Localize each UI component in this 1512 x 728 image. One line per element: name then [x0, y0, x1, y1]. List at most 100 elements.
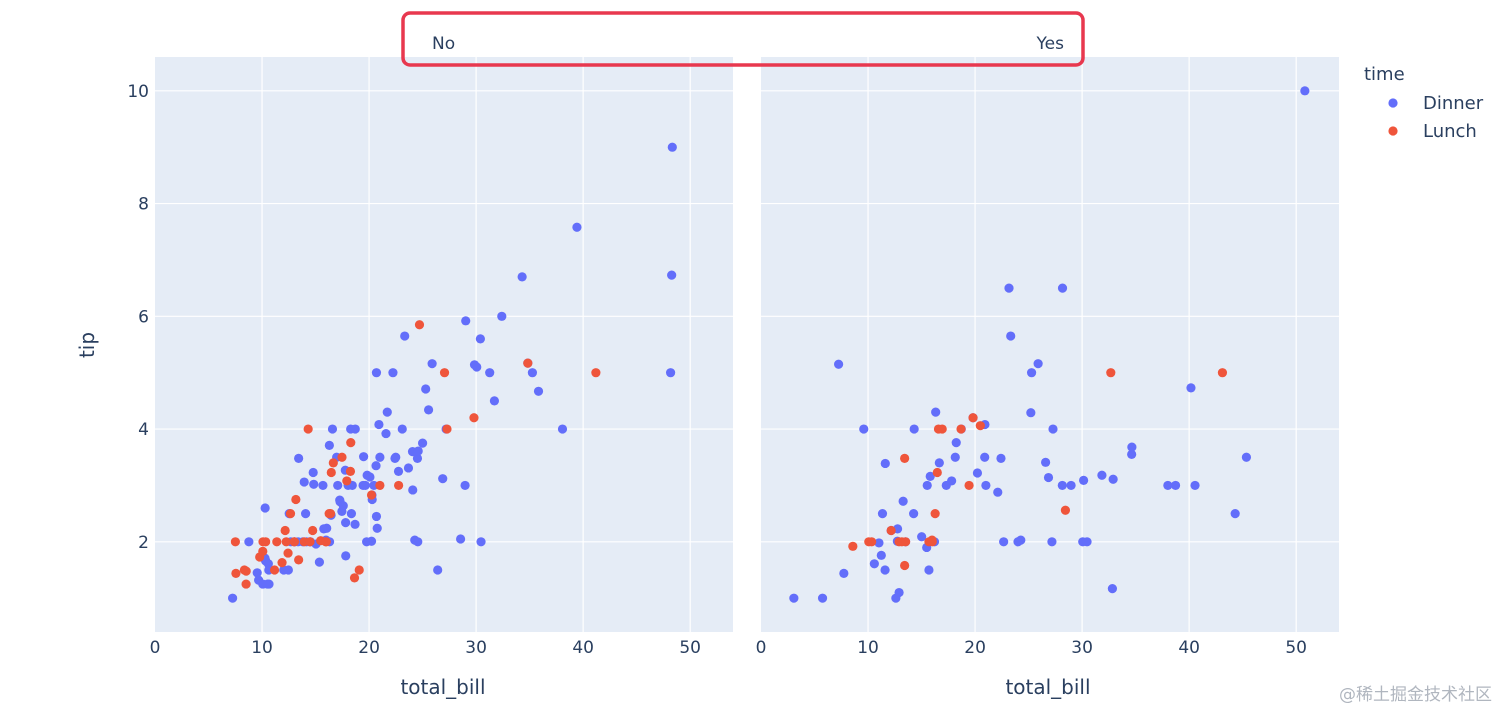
- data-point: [372, 523, 382, 533]
- data-point: [365, 472, 375, 482]
- data-point: [371, 368, 382, 378]
- plot-background: [761, 57, 1339, 632]
- data-point: [1026, 408, 1036, 418]
- data-point: [1043, 472, 1054, 483]
- data-point: [956, 424, 966, 434]
- x-axis-title-right: total_bill: [1005, 675, 1090, 699]
- data-point: [324, 440, 334, 451]
- data-point: [321, 537, 331, 547]
- data-point: [413, 446, 423, 456]
- data-point: [1217, 368, 1228, 378]
- data-point: [301, 509, 311, 519]
- data-point: [291, 494, 301, 505]
- data-point: [382, 407, 392, 417]
- data-point: [346, 509, 357, 519]
- data-point: [909, 424, 919, 434]
- data-point: [349, 573, 360, 583]
- panel-yes: 0 10 20 30 40 50: [756, 57, 1339, 658]
- data-point: [366, 536, 377, 546]
- data-point: [403, 463, 414, 473]
- legend[interactable]: time Dinner Lunch: [1364, 64, 1484, 142]
- x-tick-label: 30: [465, 638, 487, 658]
- data-point: [1066, 480, 1076, 491]
- data-point: [880, 565, 890, 575]
- data-point: [305, 537, 315, 547]
- data-point: [455, 534, 466, 544]
- data-point: [413, 537, 423, 547]
- data-point: [341, 518, 351, 528]
- plot-panels: 0 10 20 30 40 50 2 4 6 8 10 0 10 20 30 40 50: [127, 57, 1339, 658]
- data-point: [438, 474, 448, 484]
- data-point: [277, 558, 287, 568]
- data-point: [993, 487, 1003, 497]
- data-point: [294, 453, 304, 463]
- data-point: [289, 537, 300, 547]
- data-point: [839, 568, 849, 578]
- data-point: [1163, 480, 1173, 491]
- legend-item-dinner[interactable]: Dinner: [1388, 93, 1484, 114]
- data-point: [308, 467, 318, 478]
- data-point: [394, 480, 404, 491]
- data-point: [303, 424, 313, 434]
- data-point: [924, 565, 934, 575]
- data-point: [475, 334, 485, 344]
- data-point: [1057, 283, 1068, 293]
- data-point: [374, 419, 384, 430]
- x-tick-label: 0: [150, 638, 161, 658]
- data-point: [1033, 359, 1043, 369]
- data-point: [900, 453, 910, 463]
- series-lunch: [848, 368, 1228, 571]
- data-point: [930, 509, 940, 519]
- data-point: [381, 428, 391, 439]
- data-point: [309, 479, 319, 489]
- data-point: [533, 386, 544, 396]
- data-point: [1170, 480, 1181, 491]
- data-point: [1060, 505, 1071, 515]
- data-point: [360, 480, 370, 491]
- data-point: [900, 560, 910, 571]
- data-point: [497, 311, 507, 321]
- data-point: [417, 438, 428, 448]
- facet-labels: No Yes: [432, 34, 1064, 54]
- data-point: [980, 452, 990, 462]
- data-point: [442, 424, 452, 434]
- legend-label: Lunch: [1423, 121, 1477, 142]
- data-point: [867, 537, 877, 547]
- data-point: [1127, 449, 1137, 460]
- data-point: [400, 331, 410, 341]
- data-point: [667, 270, 677, 280]
- legend-marker: [1388, 98, 1398, 108]
- data-point: [968, 413, 978, 423]
- data-point: [460, 480, 470, 491]
- data-point: [1082, 537, 1092, 547]
- data-point: [667, 142, 677, 152]
- legend-item-lunch[interactable]: Lunch: [1388, 121, 1477, 142]
- data-point: [527, 368, 538, 378]
- data-point: [283, 548, 293, 558]
- series-lunch: [230, 320, 601, 589]
- data-point: [461, 316, 471, 326]
- data-point: [981, 480, 991, 491]
- data-point: [375, 452, 385, 462]
- data-point: [258, 546, 268, 556]
- data-point: [972, 468, 983, 478]
- data-point: [572, 222, 582, 232]
- legend-label: Dinner: [1423, 93, 1484, 114]
- data-point: [393, 466, 404, 476]
- data-point: [1190, 480, 1200, 491]
- data-point: [314, 557, 325, 567]
- data-point: [346, 437, 356, 448]
- x-axis-title-left: total_bill: [400, 675, 485, 699]
- legend-items[interactable]: Dinner Lunch: [1388, 93, 1484, 142]
- data-point: [322, 523, 332, 533]
- data-point: [228, 593, 238, 603]
- data-point: [999, 537, 1009, 547]
- data-point: [917, 532, 927, 542]
- data-point: [350, 424, 360, 434]
- data-point: [342, 476, 352, 486]
- data-point: [359, 452, 369, 462]
- data-point: [1047, 537, 1057, 547]
- data-point: [283, 565, 293, 575]
- data-point: [272, 537, 282, 547]
- x-tick-label: 20: [358, 638, 380, 658]
